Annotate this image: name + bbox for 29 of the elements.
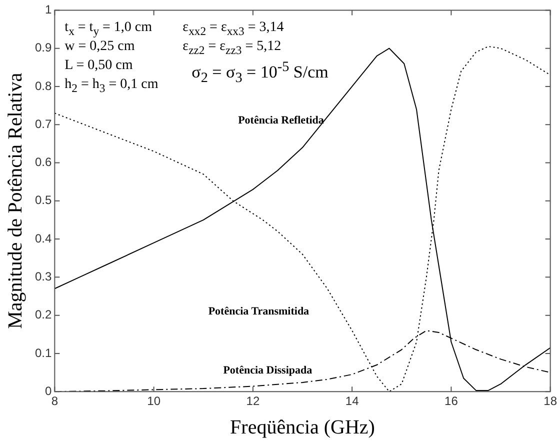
y-tick-label: 0.6	[34, 155, 52, 170]
y-tick-label: 0.4	[34, 231, 52, 246]
x-axis-title: Freqüência (GHz)	[230, 416, 375, 438]
y-tick-label: 0.2	[34, 308, 52, 322]
x-tick-label: 12	[246, 394, 260, 408]
annotation: σ$_{2}$ = σ$_{3}$ = 10$^{-5}$ S/cm	[192, 58, 328, 88]
y-tick-label: 0.5	[34, 193, 52, 208]
text: Potência Transmitida	[208, 305, 310, 318]
series-label: Potência Dissipada	[223, 364, 313, 376]
annotation: ε$_{xx2}$ = ε$_{xx3}$ = 3,14	[182, 19, 284, 40]
y-tick-label: 0.1	[34, 346, 52, 360]
x-tick-label: 16	[444, 394, 458, 408]
y-tick-label: 0.7	[34, 116, 52, 131]
annotation: L = 0,50 cm	[64, 57, 133, 76]
y-tick-label: 0.3	[34, 269, 52, 284]
y-tick-label: 1	[44, 2, 52, 17]
y-tick-label: 0.9	[34, 40, 52, 55]
series-label: Potência Refletida	[238, 114, 324, 127]
x-tick-label: 10	[147, 394, 161, 408]
x-tick-label: 8	[51, 394, 58, 408]
y-axis-title: Magnitude de Potência Relativa	[4, 72, 26, 329]
annotation: ε$_{zz2}$ = ε$_{zz3}$ = 5,12	[182, 38, 282, 59]
x-tick-label: 18	[544, 394, 558, 408]
y-tick-label: 0	[44, 384, 52, 398]
y-tick-label: 0.8	[34, 78, 52, 93]
annotation: t$_{x}$ = t$_{y}$ = 1,0 cm	[64, 19, 152, 40]
annotation: w = 0,25 cm	[64, 38, 135, 56]
x-tick-label: 14	[345, 394, 360, 408]
annotation: h$_{2}$ = h$_{3}$ = 0,1 cm	[64, 76, 158, 97]
